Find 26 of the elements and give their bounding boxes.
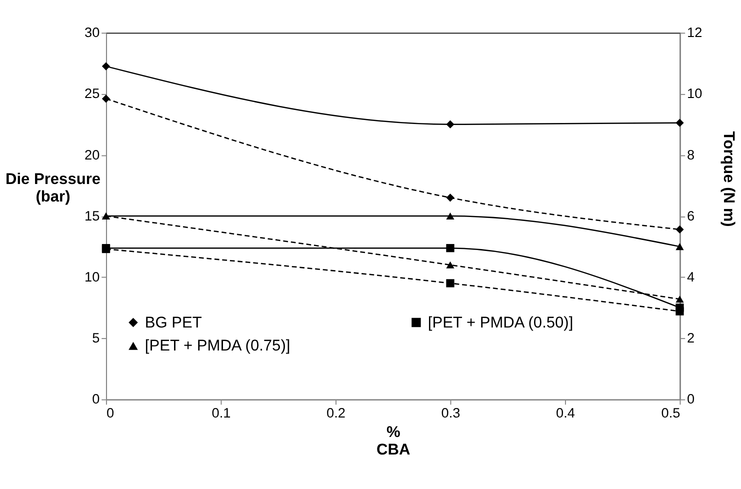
y-tick-label: 15	[84, 208, 100, 224]
y-tick-label: 25	[84, 86, 100, 102]
x-tick-label: 0	[106, 405, 114, 420]
y2-tick-label: 12	[687, 25, 702, 40]
y-tick-label: 0	[92, 392, 100, 407]
y2-tick-label: 10	[687, 86, 703, 102]
y2-tick-label: 8	[687, 147, 695, 162]
legend-label: [PET + PMDA (0.75)]	[144, 338, 290, 355]
y2-tick-label: 0	[687, 392, 696, 407]
y-tick-label: 20	[84, 147, 100, 162]
x-axis-title: % CBA	[376, 424, 410, 458]
x-tick-label: 0.3	[441, 405, 460, 420]
x-tick-label: 0.5	[661, 405, 680, 420]
y2-tick-label: 4	[687, 269, 696, 284]
legend-label: [PET + PMDA (0.50)]	[428, 314, 574, 332]
x-tick-label: 0.4	[556, 405, 576, 420]
y-axis-title: Die Pressure (bar)	[5, 170, 101, 206]
y-tick-label: 30	[84, 25, 100, 40]
legend-label: BG PET	[144, 314, 202, 332]
y-tick-label: 5	[92, 330, 100, 346]
y2-tick-label: 2	[687, 330, 695, 346]
x-tick-label: 0.2	[326, 405, 346, 420]
y2-tick-label: 6	[687, 208, 695, 224]
y-tick-label: 10	[84, 269, 100, 284]
x-tick-label: 0.1	[212, 405, 231, 420]
y2-axis-title: Torque (N m)	[720, 131, 737, 227]
